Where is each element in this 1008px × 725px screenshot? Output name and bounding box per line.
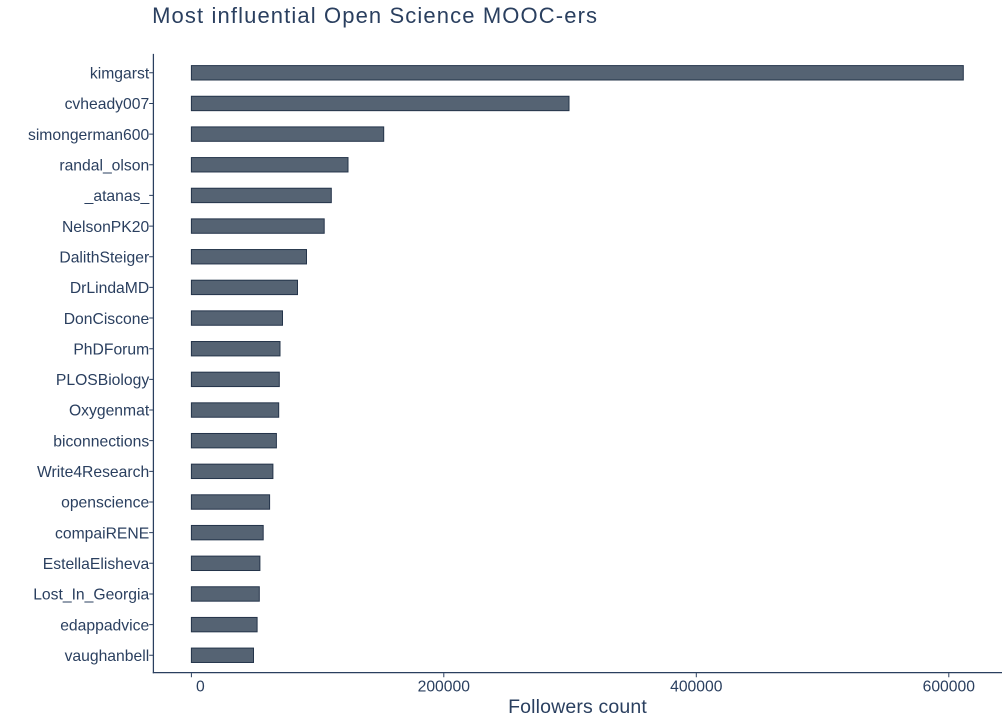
svg-text:compaiRENE: compaiRENE bbox=[55, 525, 149, 542]
svg-text:EstellaElisheva: EstellaElisheva bbox=[43, 556, 150, 573]
svg-text:vaughanbell: vaughanbell bbox=[65, 648, 150, 665]
svg-text:biconnections: biconnections bbox=[53, 433, 149, 450]
svg-text:200000: 200000 bbox=[418, 679, 471, 696]
svg-text:DalithSteiger: DalithSteiger bbox=[59, 249, 149, 266]
svg-text:Oxygenmat: Oxygenmat bbox=[69, 403, 150, 420]
svg-text:0: 0 bbox=[196, 679, 205, 696]
svg-text:Most influential Open Science: Most influential Open Science MOOC-ers bbox=[152, 3, 598, 28]
svg-text:openscience: openscience bbox=[61, 495, 149, 512]
svg-text:Write4Research: Write4Research bbox=[37, 464, 149, 481]
svg-text:edappadvice: edappadvice bbox=[60, 617, 149, 634]
svg-text:DrLindaMD: DrLindaMD bbox=[70, 280, 149, 297]
svg-text:cvheady007: cvheady007 bbox=[65, 96, 150, 113]
svg-text:simongerman600: simongerman600 bbox=[28, 127, 149, 144]
svg-text:PhDForum: PhDForum bbox=[73, 341, 149, 358]
svg-text:PLOSBiology: PLOSBiology bbox=[56, 372, 149, 389]
svg-text:kimgarst: kimgarst bbox=[90, 66, 150, 83]
svg-text:400000: 400000 bbox=[670, 679, 723, 696]
svg-text:NelsonPK20: NelsonPK20 bbox=[62, 219, 149, 236]
svg-text:Followers count: Followers count bbox=[508, 696, 647, 718]
svg-text:_atanas_: _atanas_ bbox=[84, 188, 150, 205]
svg-text:Lost_In_Georgia: Lost_In_Georgia bbox=[33, 587, 149, 604]
svg-text:randal_olson: randal_olson bbox=[59, 157, 149, 174]
svg-text:600000: 600000 bbox=[923, 679, 976, 696]
svg-text:DonCiscone: DonCiscone bbox=[64, 311, 150, 328]
